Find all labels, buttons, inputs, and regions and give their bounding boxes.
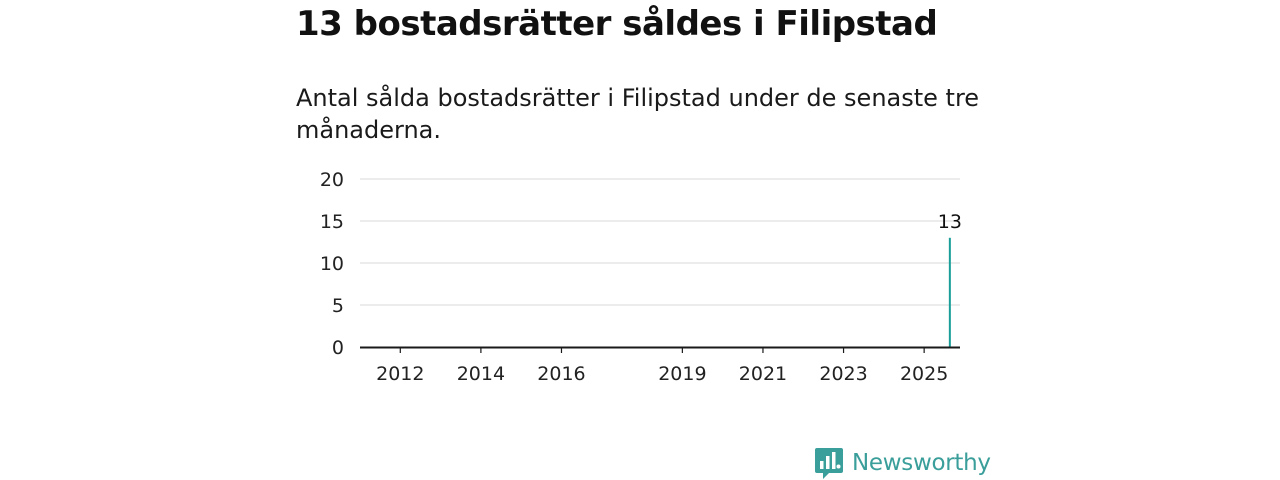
x-tick-label: 2012 xyxy=(376,363,424,385)
chart-subtitle: Antal sålda bostadsrätter i Filipstad un… xyxy=(296,84,980,144)
highlight-value-label: 13 xyxy=(938,211,962,233)
y-tick-label: 0 xyxy=(332,337,344,359)
x-tick-label: 2025 xyxy=(900,363,948,385)
newsworthy-logo: Newsworthy xyxy=(814,446,991,480)
y-tick-label: 20 xyxy=(320,169,344,191)
x-tick-label: 2019 xyxy=(658,363,706,385)
brand-name: Newsworthy xyxy=(852,450,991,476)
chart-bars xyxy=(948,237,951,347)
x-tick-label: 2016 xyxy=(537,363,585,385)
newsworthy-bar-chart-logo-icon xyxy=(815,448,843,479)
y-tick-label: 5 xyxy=(332,295,344,317)
x-tick-label: 2023 xyxy=(819,363,867,385)
grid-lines xyxy=(360,178,960,306)
y-tick-label: 10 xyxy=(320,253,344,275)
chart-title: 13 bostadsrätter såldes i Filipstad xyxy=(296,4,938,44)
highlight-bar xyxy=(948,237,951,347)
x-tick-label: 2014 xyxy=(457,363,505,385)
y-tick-label: 15 xyxy=(320,211,344,233)
chart-axes: 0 5 10 15 20 13 2012 2014 2016 2019 2021 2023 2025 xyxy=(320,169,962,385)
x-tick-label: 2021 xyxy=(739,363,787,385)
